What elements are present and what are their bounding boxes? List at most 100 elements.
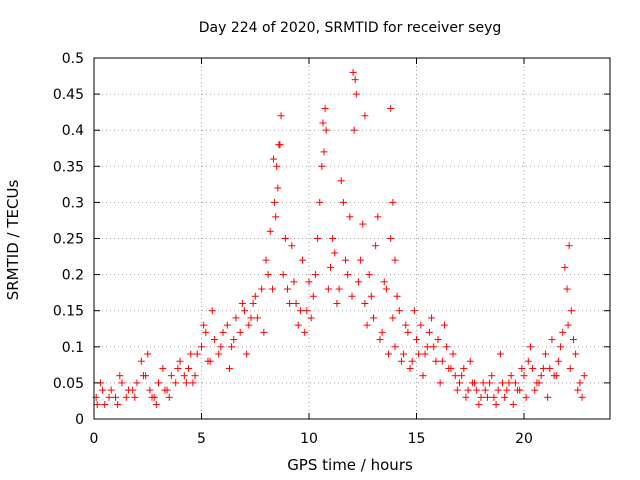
data-point <box>483 393 491 401</box>
data-point <box>542 350 549 358</box>
data-point <box>236 328 244 336</box>
data-point <box>559 328 567 336</box>
data-point <box>501 393 509 401</box>
data-point <box>546 364 554 372</box>
data-point <box>415 350 423 358</box>
x-tick-label: 10 <box>300 431 318 447</box>
data-point <box>241 307 248 315</box>
data-point <box>272 213 280 221</box>
data-point <box>187 350 195 358</box>
data-point <box>346 213 354 221</box>
data-point <box>277 112 285 120</box>
data-point <box>572 350 580 358</box>
data-point <box>567 307 575 315</box>
data-point <box>251 292 259 300</box>
data-point <box>273 162 281 170</box>
data-point <box>230 336 238 344</box>
data-point <box>569 336 577 344</box>
data-point <box>131 393 139 401</box>
data-point <box>329 235 337 242</box>
data-point <box>307 314 315 322</box>
data-point <box>387 235 395 242</box>
data-point <box>228 343 236 351</box>
data-points <box>92 68 588 409</box>
data-point <box>314 235 322 242</box>
data-point <box>374 213 382 221</box>
data-point <box>351 76 359 84</box>
data-point <box>107 386 115 394</box>
data-point <box>279 271 287 279</box>
data-point <box>101 401 109 409</box>
y-tick-label: 0.4 <box>62 123 84 139</box>
data-point <box>397 357 405 365</box>
data-point <box>161 386 169 394</box>
data-point <box>361 112 369 120</box>
data-point <box>451 372 459 380</box>
data-point <box>509 401 517 409</box>
data-point <box>344 271 352 279</box>
data-point <box>417 321 425 329</box>
y-tick-label: 0.25 <box>53 232 84 248</box>
data-point <box>146 386 154 394</box>
y-ticks: 0 0.05 0.1 0.15 0.2 0.25 0.3 0.35 0.4 0.45 0.5 <box>53 51 610 428</box>
data-point <box>526 343 534 351</box>
data-point <box>438 357 446 365</box>
data-point <box>292 299 300 307</box>
data-point <box>408 357 416 365</box>
data-point <box>320 148 328 156</box>
chart-title: Day 224 of 2020, SRMTID for receiver sey… <box>199 20 502 36</box>
data-point <box>552 372 560 380</box>
data-point <box>337 177 345 185</box>
data-point <box>286 299 294 307</box>
data-point <box>566 364 574 372</box>
data-point <box>243 350 251 358</box>
data-point <box>148 393 156 401</box>
data-point <box>249 299 257 307</box>
data-point <box>193 350 201 358</box>
data-point <box>440 321 448 329</box>
data-point <box>466 357 474 365</box>
data-point <box>245 321 253 329</box>
x-tick-label: 0 <box>90 431 99 447</box>
data-point <box>531 386 539 394</box>
data-point <box>460 364 468 372</box>
data-point <box>215 350 223 358</box>
data-point <box>139 372 147 380</box>
data-point <box>185 364 193 372</box>
data-point <box>565 242 573 250</box>
data-point <box>217 343 225 351</box>
data-point <box>296 307 304 315</box>
data-point <box>357 256 365 264</box>
data-point <box>456 379 463 387</box>
data-point <box>462 393 470 401</box>
data-point <box>492 401 500 409</box>
data-point <box>389 198 397 206</box>
data-point <box>393 292 401 300</box>
data-point <box>378 328 386 336</box>
data-point <box>208 307 216 315</box>
data-point <box>316 198 324 206</box>
data-point <box>511 379 519 387</box>
data-point <box>105 393 113 401</box>
data-point <box>112 393 119 401</box>
data-point <box>370 314 377 322</box>
data-point <box>505 379 513 387</box>
data-point <box>152 401 160 409</box>
plot-frame <box>93 57 611 420</box>
data-point <box>507 372 515 380</box>
data-point <box>423 343 431 351</box>
data-point <box>385 350 393 358</box>
data-point <box>274 184 282 192</box>
data-point <box>520 372 528 380</box>
data-point <box>473 386 481 394</box>
data-point <box>311 271 319 279</box>
data-point <box>266 227 274 235</box>
data-point <box>352 90 360 98</box>
data-point <box>475 401 483 409</box>
data-point <box>554 357 562 365</box>
y-axis-label: SRMTID / TECUs <box>4 180 22 301</box>
data-point <box>514 386 522 394</box>
x-ticks: 0 5 10 15 20 <box>90 58 533 447</box>
data-point <box>499 379 506 387</box>
